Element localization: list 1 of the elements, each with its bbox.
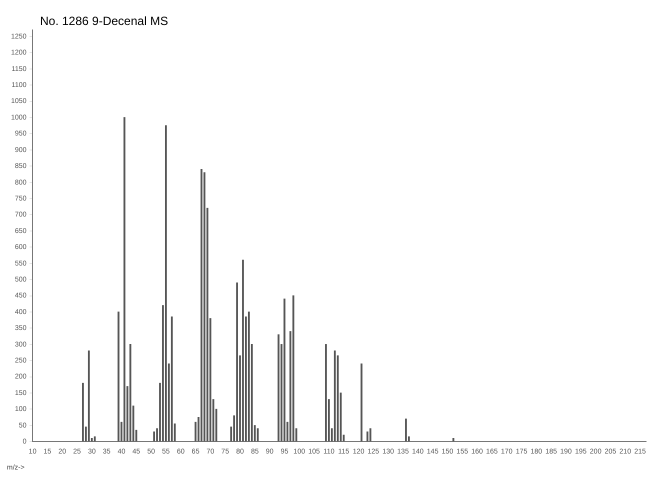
chart-title: No. 1286 9-Decenal MS [40, 14, 168, 28]
